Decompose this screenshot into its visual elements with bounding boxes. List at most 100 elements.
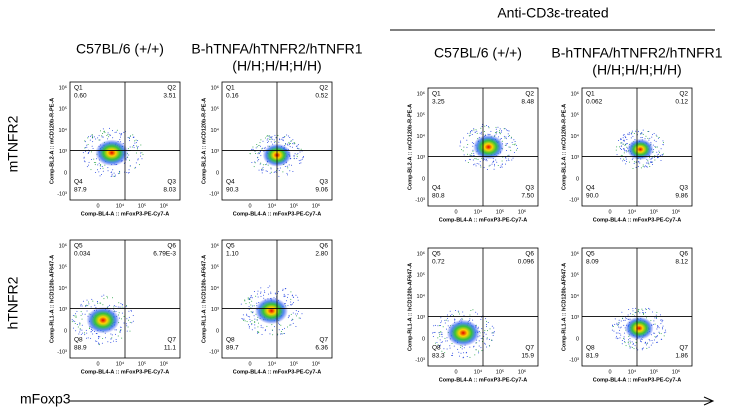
event-dot xyxy=(621,311,623,313)
event-dot xyxy=(472,145,474,147)
event-dot xyxy=(123,322,125,324)
quadrant-label: Q2 xyxy=(679,91,688,98)
event-dot xyxy=(471,130,473,132)
event-dot xyxy=(616,322,618,324)
event-dot xyxy=(296,147,298,149)
event-dot xyxy=(619,337,621,339)
event-dot xyxy=(249,318,251,320)
event-dot xyxy=(80,314,82,316)
event-dot xyxy=(248,325,250,327)
quadrant-label: Q5 xyxy=(226,243,235,250)
event-dot xyxy=(463,352,465,354)
event-dot xyxy=(123,131,125,133)
event-dot xyxy=(645,162,647,164)
quadrant-label: Q6 xyxy=(679,251,688,258)
event-dot xyxy=(109,127,111,129)
y-tick-label: 10³ xyxy=(417,155,425,161)
event-dot xyxy=(249,297,251,299)
event-dot xyxy=(640,137,642,139)
event-dot xyxy=(129,165,131,167)
event-dot xyxy=(468,135,470,137)
event-dot xyxy=(475,349,477,351)
event-dot xyxy=(101,295,103,297)
event-dot xyxy=(132,320,134,322)
event-dot xyxy=(502,156,504,158)
event-dot xyxy=(471,142,473,144)
event-dot xyxy=(500,131,502,133)
event-dot xyxy=(620,145,622,147)
event-dot xyxy=(433,331,435,333)
event-dot xyxy=(240,303,242,305)
event-dot xyxy=(298,317,300,319)
x-tick-label: 10⁴ xyxy=(268,360,277,367)
event-dot xyxy=(90,331,92,333)
event-dot xyxy=(628,318,630,320)
event-dot xyxy=(618,319,620,321)
event-dot xyxy=(115,305,117,307)
event-dot xyxy=(274,134,276,136)
event-dot xyxy=(260,287,262,289)
event-dot xyxy=(134,167,136,169)
event-dot xyxy=(295,145,297,147)
event-dot xyxy=(466,153,468,155)
event-dot xyxy=(277,134,279,136)
quadrant-label: Q2 xyxy=(525,91,534,98)
event-dot xyxy=(137,140,139,142)
event-dot xyxy=(617,324,619,326)
event-dot xyxy=(471,134,473,136)
event-dot xyxy=(118,170,120,172)
event-dot xyxy=(256,319,258,321)
event-dot xyxy=(449,347,451,349)
event-dot xyxy=(452,354,454,356)
event-dot xyxy=(658,150,660,152)
quadrant-value: 3.25 xyxy=(432,99,445,106)
event-dot xyxy=(102,170,104,172)
event-dot xyxy=(243,318,245,320)
event-dot xyxy=(136,148,138,150)
y-axis-title: Comp-BL2-A :: mCD120b-R-PE-A xyxy=(561,104,567,190)
event-dot xyxy=(504,128,506,130)
event-dot xyxy=(504,144,506,146)
event-dot xyxy=(664,329,666,331)
event-dot xyxy=(99,165,101,167)
event-dot xyxy=(289,136,291,138)
event-dot xyxy=(645,135,647,137)
event-dot xyxy=(494,165,496,167)
y-tick-label: 10⁶ xyxy=(211,84,219,91)
event-dot xyxy=(507,158,509,160)
event-dot xyxy=(250,304,252,306)
event-dot xyxy=(253,291,255,293)
event-dot xyxy=(645,344,647,346)
event-dot xyxy=(439,331,441,333)
event-dot xyxy=(626,318,628,320)
event-dot xyxy=(255,295,257,297)
x-tick-label: 10⁴ xyxy=(474,368,483,375)
event-dot xyxy=(476,130,478,132)
event-dot xyxy=(98,139,100,141)
event-dot xyxy=(296,154,298,156)
event-dot xyxy=(119,330,121,332)
event-dot xyxy=(445,340,447,342)
event-dot xyxy=(284,327,286,329)
event-dot xyxy=(652,144,654,146)
event-dot xyxy=(616,335,618,337)
event-dot xyxy=(128,316,130,318)
event-dot xyxy=(107,134,109,136)
y-tick-label: 10³ xyxy=(571,155,579,161)
x-tick-label: 10⁴ xyxy=(116,360,125,367)
x-tick-label: 10⁵ xyxy=(138,360,146,367)
event-dot xyxy=(295,313,297,315)
event-dot xyxy=(282,288,284,290)
event-dot xyxy=(624,140,626,142)
event-dot xyxy=(489,133,491,135)
event-dot xyxy=(470,154,472,156)
event-dot xyxy=(650,158,652,160)
event-dot xyxy=(97,137,99,139)
event-dot xyxy=(653,339,655,341)
event-dot xyxy=(654,155,656,157)
event-dot xyxy=(620,148,622,150)
event-dot xyxy=(491,339,493,341)
x-tick-label: 10⁶ xyxy=(672,208,680,215)
event-dot xyxy=(95,171,97,173)
event-dot xyxy=(476,163,478,165)
